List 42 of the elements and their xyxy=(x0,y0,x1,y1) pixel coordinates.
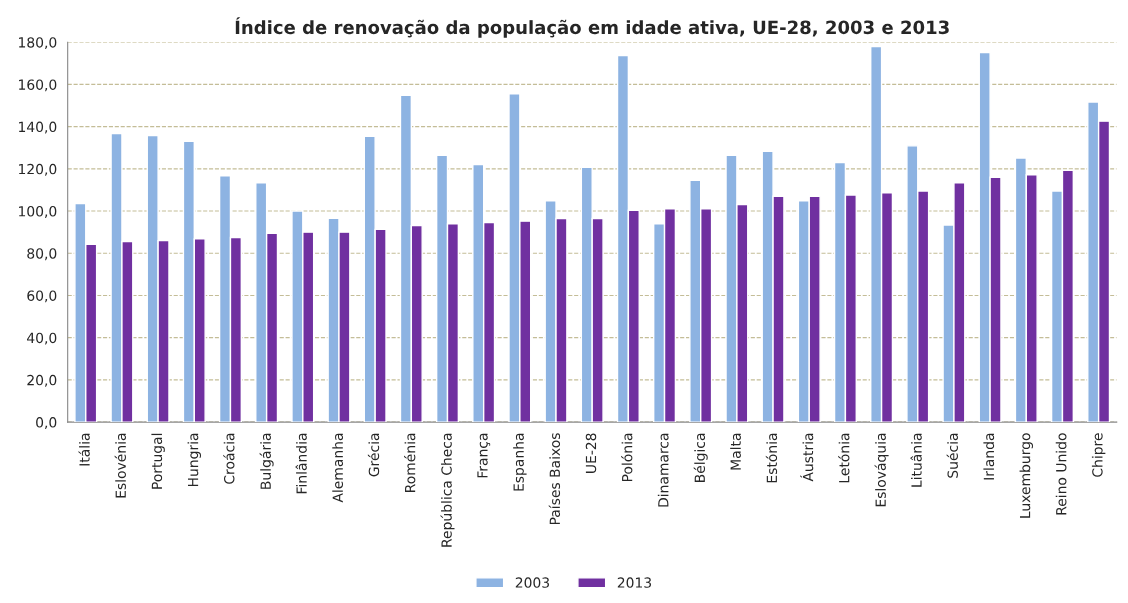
y-tick-label: 0,0 xyxy=(36,417,57,429)
x-tick-label: Malta xyxy=(730,433,741,470)
legend-label: 2003 xyxy=(515,577,549,588)
y-tick-label: 160,0 xyxy=(19,79,57,92)
x-tick-label: Bulgária xyxy=(259,433,274,489)
x-tick-label: Reino Unido xyxy=(1055,433,1067,515)
x-tick-label: Polónia xyxy=(621,433,633,482)
y-tick-label: 80,0 xyxy=(27,248,57,261)
x-tick-label: Dinamarca xyxy=(657,433,669,507)
x-tick-label: Grécia xyxy=(367,433,380,477)
x-tick-label: França xyxy=(477,433,491,478)
x-tick-label: Suécia xyxy=(946,433,958,478)
x-tick-label: Irlanda xyxy=(983,433,995,480)
x-tick-label: Luxemburgo xyxy=(1019,433,1034,518)
y-tick-label: 180,0 xyxy=(19,37,57,50)
x-tick-label: Finlândia xyxy=(295,433,307,494)
x-tick-label: Roménia xyxy=(404,433,416,492)
y-tick-label: 140,0 xyxy=(19,121,57,134)
y-tick-label: 60,0 xyxy=(27,290,57,303)
x-tick-label: UE-28 xyxy=(585,433,597,473)
x-tick-label: Áustria xyxy=(800,433,814,482)
chart-title: Índice de renovação da população em idade ativa, UE-28, 2003 e 2013 xyxy=(235,17,949,38)
y-tick-label: 120,0 xyxy=(19,163,57,176)
x-tick-label: Chipre xyxy=(1091,433,1106,477)
y-tick-label: 100,0 xyxy=(19,206,57,218)
x-tick-label: Hungria xyxy=(187,433,202,487)
x-tick-label: Itália xyxy=(78,433,90,466)
x-tick-label: Portugal xyxy=(151,433,165,489)
x-tick-label: Croácia xyxy=(223,433,235,484)
legend-label: 2013 xyxy=(617,577,652,588)
y-tick-label: 20,0 xyxy=(27,374,57,387)
x-tick-label: Países Baixos xyxy=(548,433,561,525)
x-tick-label: Bélgica xyxy=(693,433,708,482)
x-tick-label: Lituânia xyxy=(910,433,922,487)
x-tick-label: Eslovénia xyxy=(114,433,126,498)
x-tick-label: Espanha xyxy=(513,433,527,491)
x-tick-label: República Checa xyxy=(440,433,455,547)
y-tick-label: 40,0 xyxy=(27,332,57,345)
x-tick-label: Eslováquia xyxy=(874,433,889,507)
x-tick-label: Estónia xyxy=(765,433,778,483)
x-tick-label: Letónia xyxy=(838,433,850,483)
x-tick-label: Alemanha xyxy=(332,433,344,503)
